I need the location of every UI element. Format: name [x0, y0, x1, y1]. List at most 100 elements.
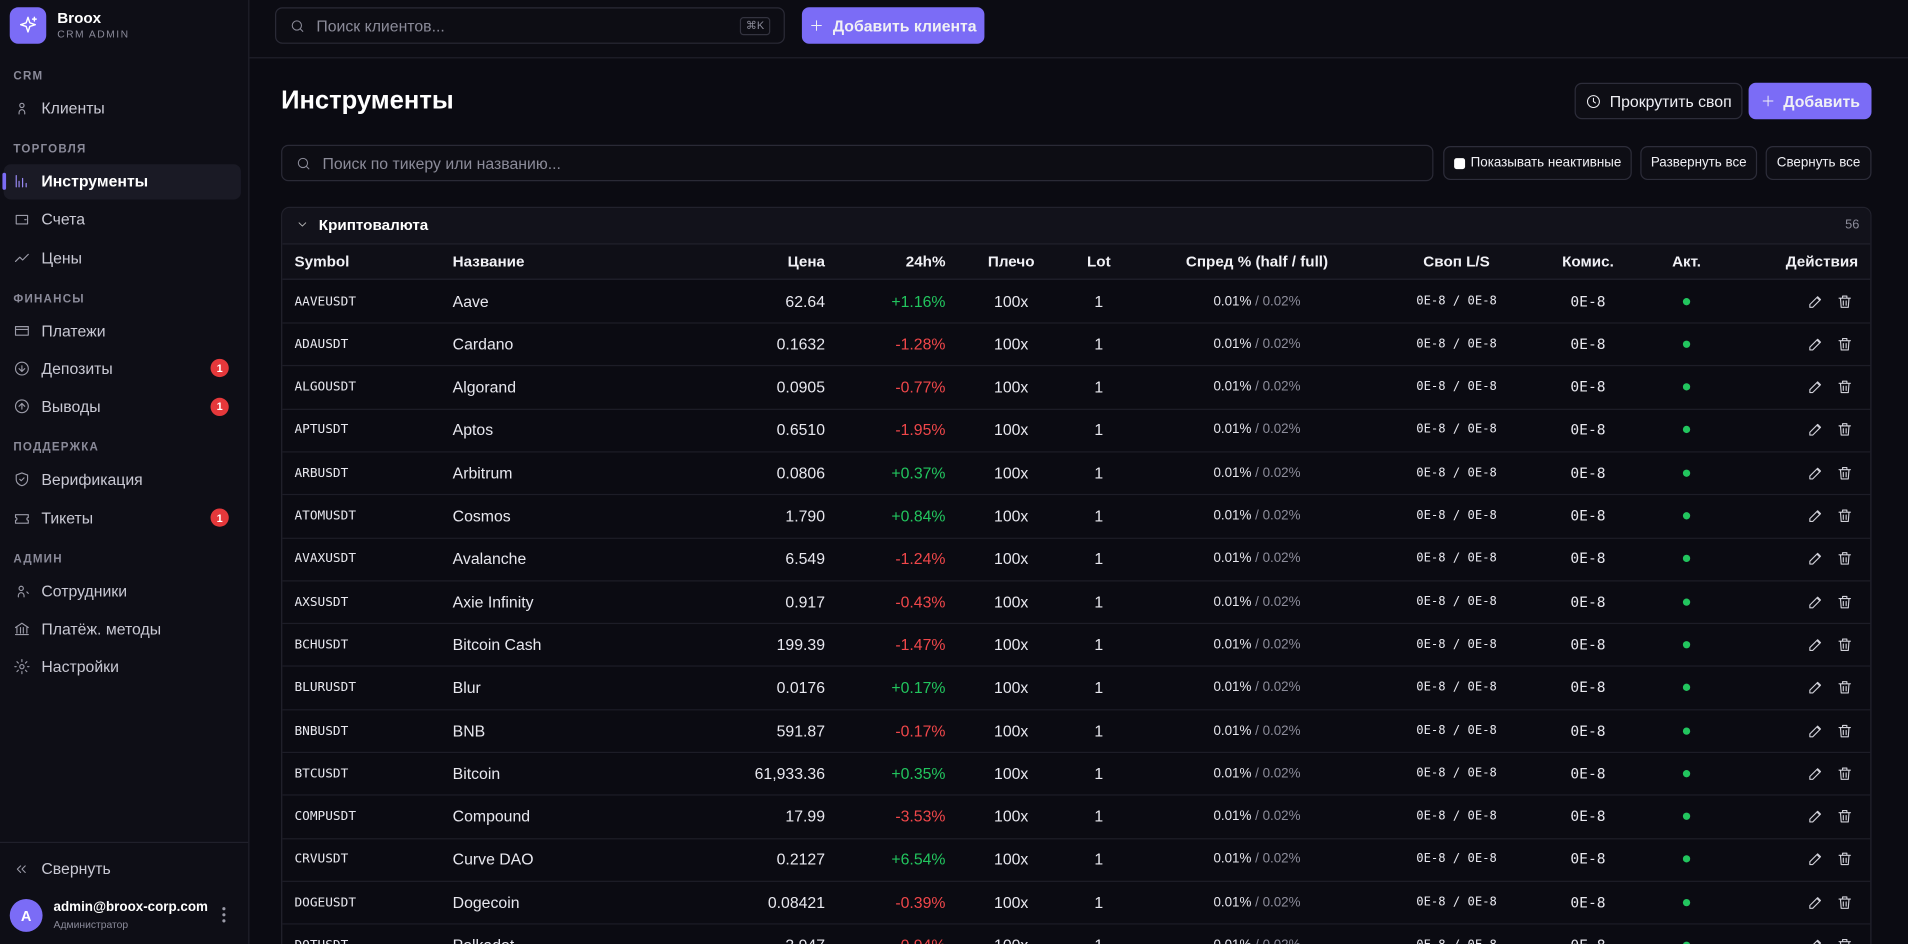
price: 17.99: [785, 807, 826, 826]
spread: 0.01% / 0.02%: [1213, 723, 1300, 738]
edit-button[interactable]: [1807, 937, 1824, 944]
spread-full: 0.02%: [1262, 379, 1301, 395]
delete-button[interactable]: [1836, 894, 1853, 911]
edit-button[interactable]: [1807, 722, 1824, 739]
logo[interactable]: [9, 7, 47, 44]
edit-button[interactable]: [1807, 808, 1824, 825]
page-title: Инструменты: [281, 86, 454, 115]
name: Compound: [452, 807, 531, 826]
nav-item[interactable]: Настройки: [41, 657, 119, 676]
name: Aptos: [452, 420, 494, 440]
swap-button[interactable]: Прокрутить своп: [1574, 82, 1743, 120]
delete-button[interactable]: [1836, 507, 1853, 524]
delete-button[interactable]: [1836, 593, 1853, 610]
change: -1.47%: [895, 635, 946, 654]
nav-item[interactable]: Платежи: [41, 321, 106, 340]
topbar: Поиск клиентов... ⌘K Добавить клиента: [249, 0, 1908, 59]
swap: 0E-8 / 0E-8: [1416, 766, 1497, 781]
client-search[interactable]: Поиск клиентов... ⌘K: [275, 7, 785, 44]
nav-item[interactable]: Депозиты: [41, 359, 113, 378]
collapse-button[interactable]: Свернуть: [41, 859, 111, 878]
change: +0.35%: [891, 764, 946, 783]
edit-button[interactable]: [1807, 507, 1824, 524]
row-divider: [282, 365, 1871, 367]
edit-button[interactable]: [1807, 636, 1824, 653]
nav-item[interactable]: Верификация: [41, 470, 143, 489]
name: Arbitrum: [452, 463, 513, 482]
spread-full: 0.02%: [1262, 336, 1301, 352]
symbol: AAVEUSDT: [294, 293, 357, 309]
delete-button[interactable]: [1836, 765, 1853, 782]
delete-button[interactable]: [1836, 679, 1853, 696]
group-count: 56: [1845, 217, 1860, 233]
row-divider: [282, 665, 1871, 668]
expand-all[interactable]: Развернуть все: [1640, 145, 1758, 181]
delete-button[interactable]: [1836, 550, 1853, 567]
swap-label: Прокрутить своп: [1609, 91, 1732, 111]
edit-button[interactable]: [1807, 421, 1824, 438]
spread-sep: /: [1251, 594, 1263, 609]
spread-full: 0.02%: [1262, 852, 1301, 867]
spread-half: 0.01%: [1213, 680, 1252, 695]
edit-button[interactable]: [1807, 593, 1824, 610]
edit-button[interactable]: [1807, 851, 1824, 868]
checkbox[interactable]: [1453, 157, 1465, 169]
nav-item[interactable]: Выводы: [41, 397, 101, 416]
edit-button[interactable]: [1807, 336, 1824, 353]
name: Bitcoin: [452, 764, 501, 783]
nav-item[interactable]: Счета: [41, 210, 86, 229]
delete-button[interactable]: [1836, 336, 1853, 353]
spread-full: 0.02%: [1262, 293, 1301, 309]
edit-button[interactable]: [1807, 765, 1824, 782]
delete-button[interactable]: [1836, 421, 1853, 438]
price: 6.549: [785, 549, 826, 568]
change: -1.95%: [895, 420, 946, 440]
nav-item[interactable]: Тикеты: [41, 508, 94, 527]
spread-half: 0.01%: [1213, 508, 1252, 524]
edit-button[interactable]: [1807, 550, 1824, 567]
price: 0.917: [785, 592, 826, 611]
lot: 1: [1094, 850, 1104, 869]
instrument-search[interactable]: Поиск по тикеру или названию...: [281, 144, 1434, 182]
delete-button[interactable]: [1836, 293, 1853, 310]
shortcut: ⌘K: [739, 16, 771, 35]
delete-button[interactable]: [1836, 378, 1853, 395]
spread-sep: /: [1251, 938, 1262, 944]
nav-item[interactable]: Клиенты: [41, 99, 105, 118]
edit-button[interactable]: [1807, 378, 1824, 395]
user-menu[interactable]: [221, 906, 226, 923]
edit-button[interactable]: [1807, 679, 1824, 696]
delete-button[interactable]: [1836, 937, 1853, 944]
lot: 1: [1094, 764, 1104, 783]
edit-button[interactable]: [1807, 894, 1824, 911]
add-client-button[interactable]: Добавить клиента: [801, 7, 985, 44]
delete-button[interactable]: [1836, 636, 1853, 653]
leverage: 100x: [994, 506, 1029, 525]
spread-full: 0.02%: [1262, 766, 1301, 781]
spread-full: 0.02%: [1262, 680, 1301, 695]
delete-button[interactable]: [1836, 464, 1853, 481]
price: 0.08421: [767, 893, 826, 912]
nav-item[interactable]: Инструменты: [41, 172, 149, 191]
nav-icon: [14, 399, 29, 414]
show-inactive[interactable]: Показывать неактивные: [1443, 145, 1632, 181]
add-button[interactable]: Добавить: [1748, 82, 1872, 120]
price: 199.39: [776, 635, 826, 654]
delete-button[interactable]: [1836, 851, 1853, 868]
spread-half: 0.01%: [1213, 551, 1252, 567]
nav-item[interactable]: Сотрудники: [41, 581, 128, 600]
swap: 0E-8 / 0E-8: [1416, 337, 1497, 351]
symbol: BLURUSDT: [294, 680, 357, 695]
collapse-all[interactable]: Свернуть все: [1765, 145, 1872, 181]
price: 0.0176: [776, 678, 826, 697]
group-header[interactable]: [282, 208, 1871, 244]
add-label: Добавить: [1783, 91, 1860, 111]
edit-button[interactable]: [1807, 293, 1824, 310]
delete-button[interactable]: [1836, 808, 1853, 825]
nav-item[interactable]: Цены: [41, 248, 82, 267]
nav-item[interactable]: Платёж. методы: [41, 619, 162, 638]
edit-button[interactable]: [1807, 464, 1824, 481]
spread-sep: /: [1251, 379, 1263, 395]
column-header: Lot: [1086, 252, 1111, 270]
delete-button[interactable]: [1836, 722, 1853, 739]
